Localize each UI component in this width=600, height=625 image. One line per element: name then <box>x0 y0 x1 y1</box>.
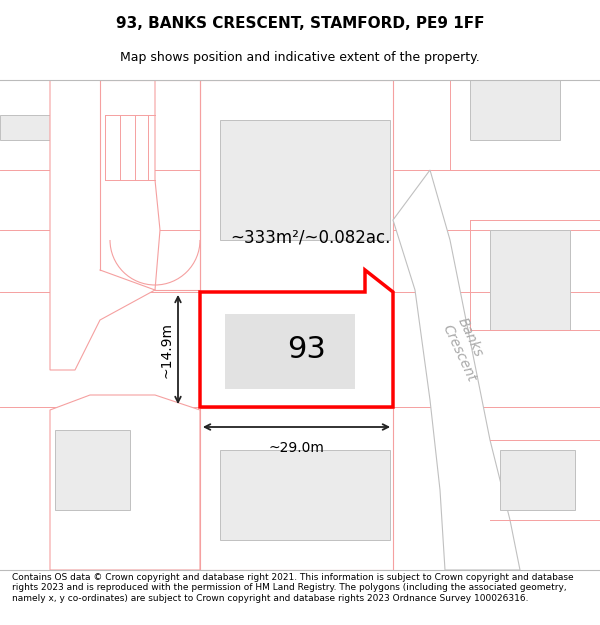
Polygon shape <box>500 450 575 510</box>
Polygon shape <box>200 270 393 407</box>
Polygon shape <box>200 408 393 570</box>
Polygon shape <box>50 80 160 370</box>
Text: 93: 93 <box>287 335 326 364</box>
Polygon shape <box>393 170 520 570</box>
Bar <box>225 314 355 389</box>
Text: Banks
Crescent: Banks Crescent <box>440 316 493 384</box>
Polygon shape <box>0 115 80 140</box>
Polygon shape <box>220 450 390 540</box>
Polygon shape <box>55 430 130 510</box>
Polygon shape <box>470 80 560 140</box>
Text: 93, BANKS CRESCENT, STAMFORD, PE9 1FF: 93, BANKS CRESCENT, STAMFORD, PE9 1FF <box>116 16 484 31</box>
Text: Contains OS data © Crown copyright and database right 2021. This information is : Contains OS data © Crown copyright and d… <box>12 572 574 602</box>
Polygon shape <box>490 230 570 330</box>
Text: ~14.9m: ~14.9m <box>159 321 173 378</box>
Text: Map shows position and indicative extent of the property.: Map shows position and indicative extent… <box>120 51 480 64</box>
Polygon shape <box>220 120 390 240</box>
Text: ~333m²/~0.082ac.: ~333m²/~0.082ac. <box>230 228 391 246</box>
Polygon shape <box>200 80 393 291</box>
Text: ~29.0m: ~29.0m <box>269 441 325 455</box>
Polygon shape <box>50 395 200 570</box>
